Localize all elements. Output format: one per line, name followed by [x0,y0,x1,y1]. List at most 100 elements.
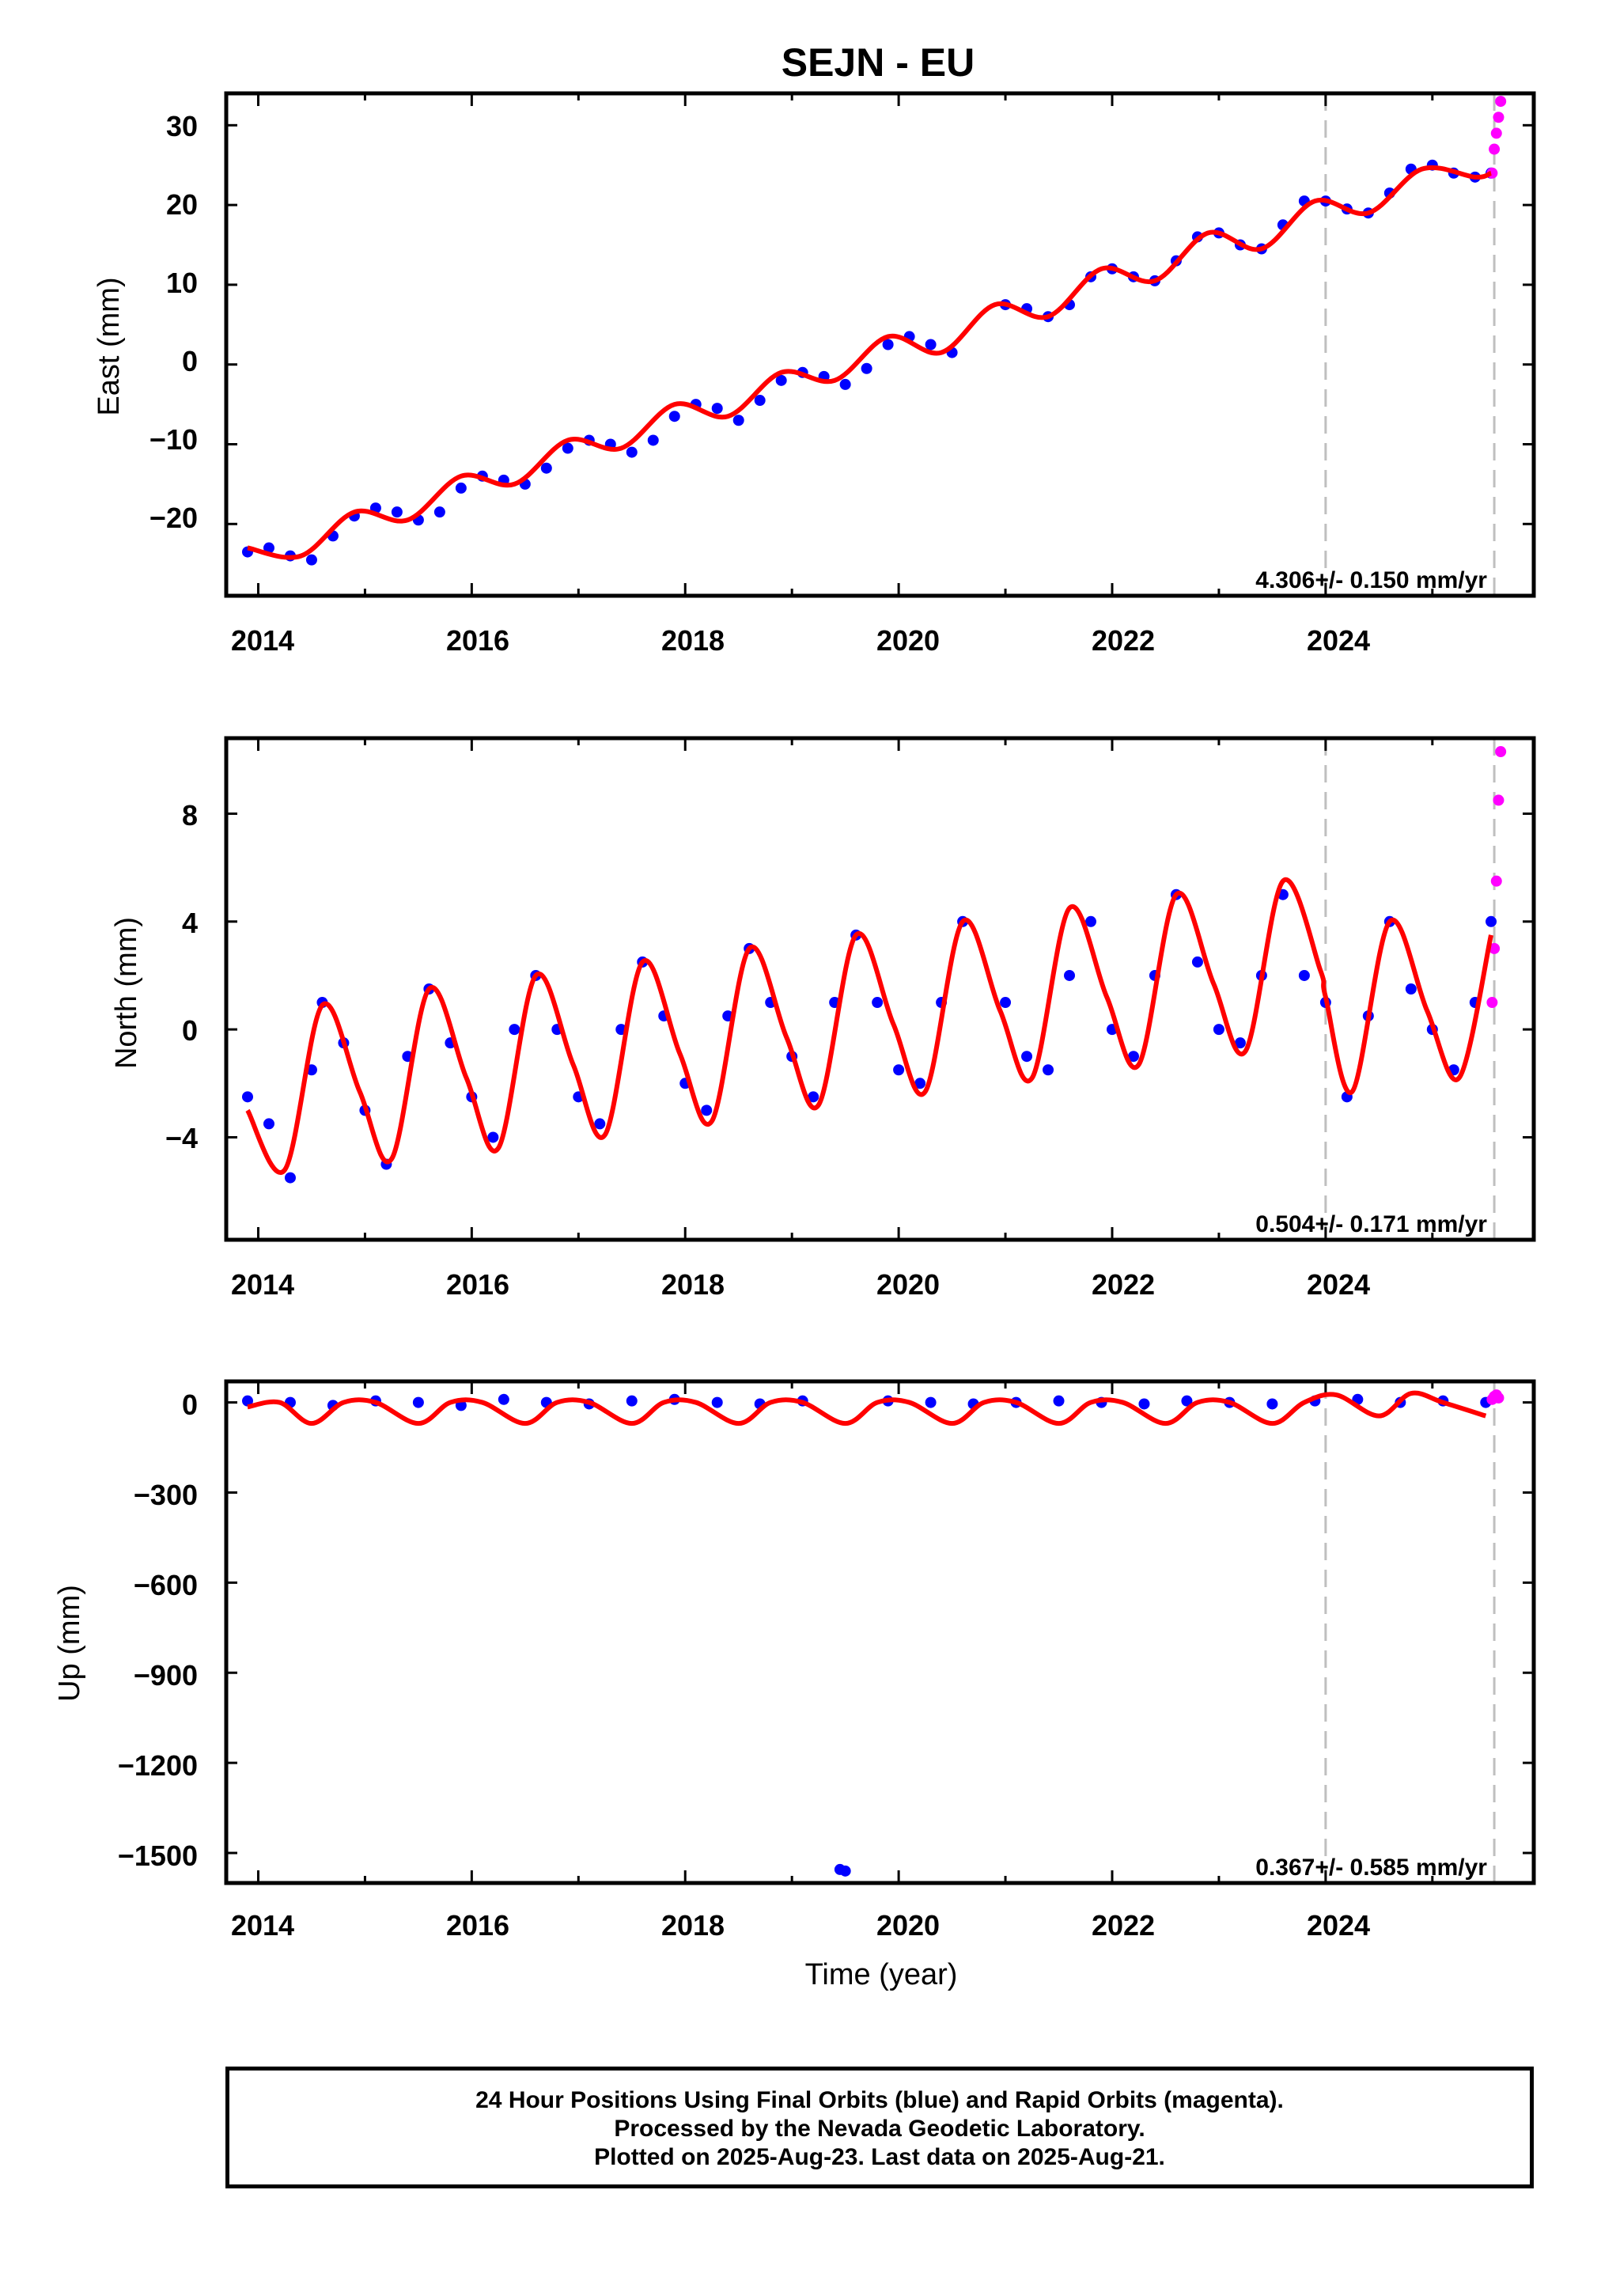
north-final-orbit-point [1298,969,1310,981]
north-y-tick-label: −4 [165,1122,198,1154]
east-final-orbit-point [433,506,445,518]
up-x-tick-label: 2020 [876,1909,940,1942]
east-y-tick-labels: 30 20 10 0 −10 −20 [150,110,198,534]
north-final-orbit-point [914,1078,926,1089]
east-x-tick-label: 2016 [446,624,509,657]
north-plot-frame [224,736,1536,1242]
up-y-tick-label: −1500 [118,1839,198,1872]
east-y-tick-label: 10 [166,267,198,299]
east-final-orbit-point [668,411,680,422]
north-final-orbit-point [808,1091,819,1103]
east-final-orbit-point [305,554,317,566]
east-model-fit-line [247,165,1493,560]
north-final-orbit-point [1000,997,1012,1009]
north-y-axis-label: North (mm) [110,917,143,1069]
east-y-tick-label: 30 [166,110,198,142]
footer-line: Plotted on 2025-Aug-23. Last data on 202… [594,2144,1165,2170]
up-x-tick-label: 2024 [1307,1909,1370,1942]
east-final-orbit-point [626,446,638,458]
up-x-tick-label: 2018 [661,1909,725,1942]
north-final-orbit-point [1234,1037,1246,1049]
east-y-tick-label: 0 [182,345,198,377]
east-final-orbit-point [925,339,937,350]
east-rapid-orbit-point [1489,143,1501,155]
footer-line: Processed by the Nevada Geodetic Laborat… [614,2116,1145,2142]
up-y-tick-label: 0 [182,1389,198,1421]
up-y-tick-label: −600 [134,1569,198,1601]
up-rapid-orbit-point [1493,1392,1504,1404]
north-final-orbit-point [1405,983,1417,995]
north-rapid-orbit-point [1490,875,1502,887]
north-final-orbit-point [1213,1024,1224,1036]
east-final-orbit-point [839,378,851,390]
east-final-orbit-point [391,506,403,518]
north-final-orbit-point [1043,1064,1054,1076]
up-final-orbit-point [1181,1395,1193,1407]
east-final-orbit-point [540,462,552,474]
up-y-tick-label: −300 [134,1479,198,1511]
east-final-orbit-point [263,542,274,554]
footer-line: 24 Hour Positions Using Final Orbits (bl… [475,2087,1284,2113]
east-x-tick-label: 2018 [661,624,725,657]
north-x-tick-label: 2016 [446,1268,509,1301]
east-final-orbit-point [647,434,659,446]
up-model-fit-line [247,1390,1487,1426]
north-final-orbit-point [893,1064,905,1076]
up-final-orbit-point [1053,1395,1065,1407]
east-y-tick-label: 20 [166,188,198,221]
north-y-tick-label: 0 [182,1014,198,1047]
up-x-tick-label: 2014 [231,1909,294,1942]
north-final-orbit-point [1486,915,1497,927]
east-plot-frame [224,91,1536,598]
chart-title: SEJN - EU [782,40,975,85]
up-final-orbit-point [412,1396,424,1408]
up-y-tick-labels: 0 −300 −600 −900 −1200 −1500 [118,1389,198,1872]
north-y-tick-label: 8 [182,799,198,832]
east-final-orbit-point [754,395,766,407]
up-final-orbit-point [498,1393,509,1405]
east-x-tick-label: 2020 [876,624,940,657]
north-final-orbit-point [701,1104,713,1116]
east-y-tick-label: −20 [150,502,198,534]
up-plot-frame [224,1379,1536,1885]
north-final-orbit-point [241,1091,253,1103]
east-y-tick-label: −10 [150,423,198,456]
up-plot-area [224,1379,1536,1885]
north-rate-annotation: 0.504+/- 0.171 mm/yr [1255,1211,1487,1237]
north-panel: North (mm) 8 4 0 −4 2014 2016 2018 2020 … [110,736,1536,1301]
up-y-tick-label: −1200 [118,1749,198,1782]
east-final-orbit-point [861,362,872,374]
east-final-orbit-point [711,403,723,415]
east-panel: East (mm) 30 20 10 0 −10 −20 2014 2016 2… [93,91,1536,657]
east-final-orbit-point [882,339,894,350]
north-rapid-orbit-point [1493,794,1504,806]
north-rapid-orbit-point [1486,997,1498,1009]
east-final-orbit-point [732,415,744,426]
north-x-tick-label: 2020 [876,1268,940,1301]
north-final-orbit-point [1127,1051,1139,1063]
up-final-orbit-point [1138,1398,1150,1410]
east-rate-annotation: 4.306+/- 0.150 mm/yr [1255,567,1487,593]
east-x-tick-labels: 2014 2016 2018 2020 2022 2024 [231,624,1370,657]
up-x-tick-labels: 2014 2016 2018 2020 2022 2024 [231,1909,1370,1942]
east-rapid-orbit-point [1495,96,1507,108]
north-model-fit-line [245,877,1493,1175]
up-rate-annotation: 0.367+/- 0.585 mm/yr [1255,1855,1487,1881]
up-y-tick-label: −900 [134,1659,198,1692]
north-final-orbit-point [594,1118,606,1130]
north-x-tick-labels: 2014 2016 2018 2020 2022 2024 [231,1268,1370,1301]
north-x-tick-label: 2014 [231,1268,294,1301]
east-rapid-orbit-point [1493,112,1504,123]
up-final-orbit-point [839,1865,851,1877]
east-final-orbit-point [455,482,467,494]
north-x-tick-label: 2024 [1307,1268,1370,1301]
east-plot-area [224,91,1536,598]
footer-note-box: 24 Hour Positions Using Final Orbits (bl… [225,2067,1534,2188]
east-x-tick-label: 2014 [231,624,294,657]
east-x-tick-label: 2024 [1307,624,1370,657]
north-final-orbit-point [1191,956,1203,968]
up-x-tick-label: 2016 [446,1909,509,1942]
up-final-orbit-point [626,1395,638,1407]
north-rapid-orbit-point [1495,746,1507,758]
